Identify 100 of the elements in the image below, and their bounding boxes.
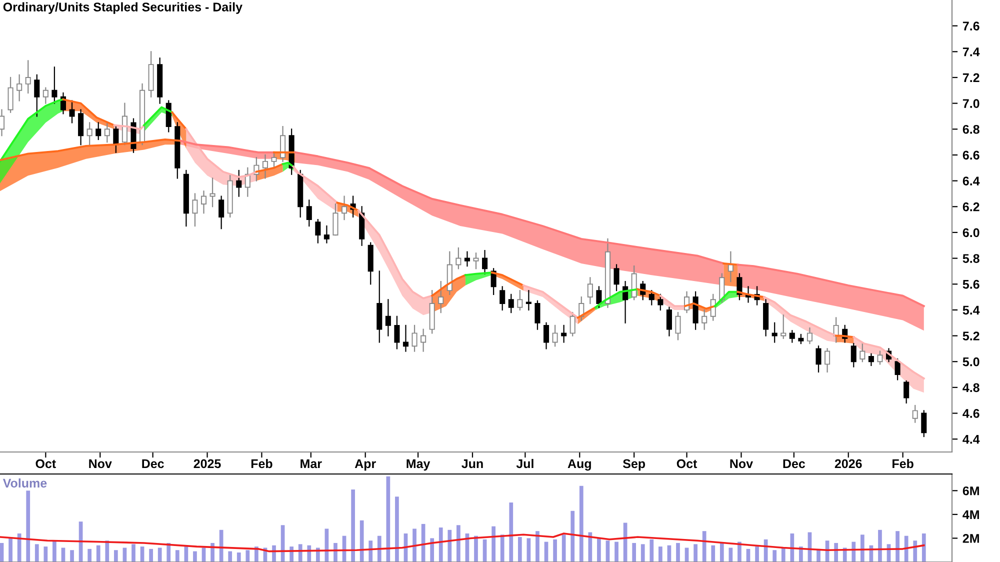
bar [44,546,48,562]
bar [562,534,566,562]
candlestick [8,76,14,113]
bar [210,542,214,562]
bar [536,531,540,562]
bar [236,552,241,562]
x-tick-label: Nov [730,459,753,468]
candlestick [236,170,242,197]
candlestick [868,353,874,366]
bar [166,542,171,562]
x-tick-label: Sep [622,459,646,471]
candlestick [508,294,514,314]
candlestick [543,322,550,350]
candlestick [166,100,172,132]
bar [351,489,355,562]
candlestick [324,225,330,244]
candlestick [702,309,708,330]
bar [474,536,478,562]
bar [492,526,496,562]
y-tick-label: 5.0 [962,357,980,366]
candlestick [104,122,110,143]
x-tick-label: 2025 [194,459,221,468]
bar [913,540,918,562]
candlestick [719,273,725,303]
bar [860,534,864,562]
bar [702,531,706,562]
bar [132,544,136,562]
candlestick [552,324,558,347]
bar [896,531,900,562]
bar [88,548,92,562]
bar [377,536,382,562]
bar [175,550,180,562]
candlestick [113,126,119,153]
bar [694,544,698,562]
candlestick [420,328,426,352]
chart-title: Ordinary/Units Stapled Securities - Daily [3,2,242,14]
candlestick [798,334,804,344]
candlestick [500,286,506,310]
x-tick-label: Jul [516,458,534,468]
bar [26,490,30,562]
candlestick [921,410,927,438]
bar [720,542,724,562]
candlestick [614,264,620,292]
y-tick-label: 5.2 [962,332,980,340]
y-tick-label: 6.2 [962,202,980,212]
candlestick [658,294,664,310]
y-tick-label: 6.4 [962,176,980,186]
candlestick [675,312,681,340]
bar [509,502,514,562]
candlestick [850,342,856,368]
bar [246,550,250,562]
candlestick [341,196,348,220]
y-tick-label: 5.6 [962,280,980,289]
bar [500,534,504,562]
y-tick-label: 6.8 [962,124,980,134]
bar [676,542,680,562]
x-tick-label: May [406,459,430,471]
bar [360,520,364,562]
bar [711,545,716,562]
line-series [0,532,925,552]
y-tick-label: 5.4 [962,306,980,315]
candlestick [570,312,576,336]
candlestick [192,193,198,227]
candlestick [86,122,92,146]
bar [588,532,592,562]
candlestick [780,314,786,339]
x-tick-label: Mar [300,459,322,468]
x-tick-label: Apr [354,459,376,471]
candlestick [561,324,567,343]
x-tick-label: Nov [89,459,112,468]
bar [632,542,636,562]
bar [395,496,399,562]
y-tick-label: 4.4 [962,435,980,444]
bar [738,542,742,562]
candlestick [0,109,5,136]
bar [553,539,557,562]
candlestick [464,251,470,267]
candlestick [385,299,391,336]
bar [8,537,12,562]
candlestick [42,87,48,104]
bar [781,548,786,562]
candlestick [631,265,637,300]
bar [852,542,856,562]
candlestick [200,190,207,214]
y-tick-label: 6M [962,486,979,496]
candlestick [534,300,540,330]
y-tick-label: 2M [962,534,979,543]
x-tick-label: Dec [142,459,164,468]
candlestick [666,306,672,336]
y-tick-label: 6.6 [962,150,980,160]
candlestick [877,350,883,365]
bar [0,542,4,562]
candlestick [517,290,523,310]
y-tick-label: 4M [962,510,979,519]
candlestick [860,342,866,362]
bar [96,545,100,562]
candlestick [271,152,277,168]
y-tick-label: 6.0 [962,228,980,238]
candlestick [96,122,102,140]
bar [904,536,908,562]
